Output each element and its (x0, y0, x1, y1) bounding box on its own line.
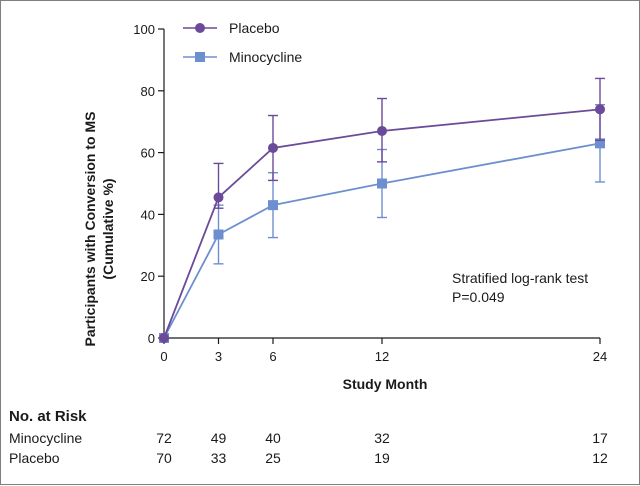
x-tick-label: 12 (375, 349, 389, 364)
x-tick-label: 3 (215, 349, 222, 364)
annotation: Stratified log-rank test P=0.049 (452, 270, 588, 305)
x-tick-label: 24 (593, 349, 607, 364)
data-point-placebo (213, 192, 224, 203)
x-tick-label: 6 (269, 349, 276, 364)
data-point-placebo (159, 333, 169, 343)
legend-marker-placebo (195, 23, 205, 33)
y-tick-label: 0 (148, 331, 155, 346)
series-layer (159, 77, 605, 343)
risk-value-minocycline: 40 (265, 430, 281, 446)
x-tick-label: 0 (160, 349, 167, 364)
risk-table: No. at Risk Minocycline 72 49 40 32 17 Placebo… (9, 408, 608, 466)
legend-label-minocycline: Minocycline (229, 49, 302, 65)
y-axis-title-line-1: Participants with Conversion to MS (82, 112, 98, 347)
risk-value-placebo: 19 (374, 450, 390, 466)
y-axis-title-line-2: (Cumulative %) (100, 178, 116, 279)
data-point-minocycline (377, 178, 387, 189)
y-tick-label: 100 (133, 22, 155, 37)
axes: 0 20 40 60 80 100 0 3 6 12 24 (133, 22, 607, 364)
data-point-placebo (268, 142, 278, 153)
risk-table-title: No. at Risk (9, 408, 87, 425)
risk-value-minocycline: 49 (211, 430, 227, 446)
legend-marker-minocycline (195, 52, 205, 62)
risk-value-placebo: 25 (265, 450, 281, 466)
y-tick-label: 20 (141, 269, 155, 284)
data-point-minocycline (268, 200, 278, 211)
y-tick-label: 60 (141, 146, 155, 161)
risk-row-label-minocycline: Minocycline (9, 430, 82, 446)
legend-label-placebo: Placebo (229, 20, 280, 36)
data-point-minocycline (213, 229, 224, 240)
data-point-minocycline (595, 138, 605, 149)
data-point-placebo (377, 125, 387, 136)
y-tick-label: 40 (141, 207, 155, 222)
risk-value-placebo: 12 (592, 450, 608, 466)
risk-row-label-placebo: Placebo (9, 450, 60, 466)
risk-value-minocycline: 17 (592, 430, 608, 446)
y-tick-label: 80 (141, 84, 155, 99)
risk-value-placebo: 33 (211, 450, 227, 466)
risk-value-minocycline: 72 (156, 430, 172, 446)
annotation-line-2: P=0.049 (452, 289, 505, 305)
risk-value-placebo: 70 (156, 450, 172, 466)
x-axis-title: Study Month (343, 376, 428, 392)
series-placebo (159, 77, 605, 343)
legend: Placebo Minocycline (183, 20, 302, 65)
risk-value-minocycline: 32 (374, 430, 390, 446)
annotation-line-1: Stratified log-rank test (452, 270, 588, 286)
data-point-placebo (595, 104, 605, 115)
